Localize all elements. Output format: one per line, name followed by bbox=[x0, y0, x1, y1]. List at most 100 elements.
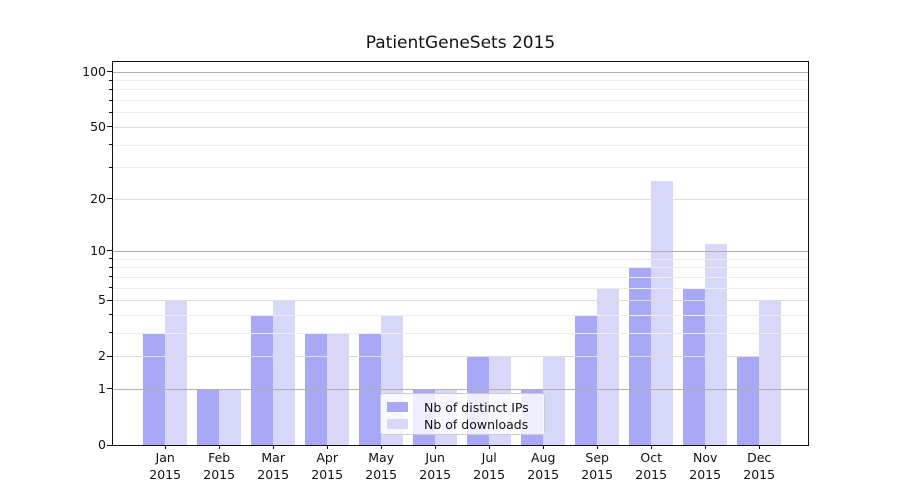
y-tick-label: 20 bbox=[90, 190, 106, 206]
x-tick-mark bbox=[434, 445, 436, 449]
x-tick-month: Oct bbox=[640, 450, 662, 465]
legend-label-distinct-ips: Nb of distinct IPs bbox=[424, 399, 529, 415]
x-tick-mark bbox=[758, 445, 760, 449]
x-tick-year: 2015 bbox=[419, 466, 452, 482]
y-tick-mark bbox=[107, 355, 112, 357]
x-tick-month: Jul bbox=[481, 450, 497, 465]
bar-nb-of-distinct-ips-may bbox=[359, 332, 382, 445]
legend-item-downloads: Nb of downloads bbox=[387, 416, 544, 432]
x-tick-year: 2015 bbox=[257, 466, 290, 482]
x-tick-label: May 2015 bbox=[350, 450, 412, 483]
bar-nb-of-downloads-dec bbox=[759, 300, 782, 445]
bar-nb-of-downloads-mar bbox=[273, 300, 296, 445]
x-tick-month: Jun bbox=[425, 450, 445, 465]
x-tick-year: 2015 bbox=[203, 466, 236, 482]
x-tick-month: May bbox=[368, 450, 395, 465]
bar-nb-of-downloads-jan bbox=[165, 300, 188, 445]
legend-item-distinct-ips: Nb of distinct IPs bbox=[387, 399, 544, 415]
y-minor-tick-mark bbox=[109, 166, 112, 168]
x-tick-label: Feb 2015 bbox=[188, 450, 250, 483]
x-tick-year: 2015 bbox=[473, 466, 506, 482]
legend-swatch-downloads bbox=[387, 419, 408, 429]
bar-nb-of-distinct-ips-mar bbox=[251, 314, 274, 445]
y-tick-mark bbox=[107, 250, 112, 252]
bar-nb-of-distinct-ips-sep bbox=[575, 314, 598, 445]
x-tick-label: Apr 2015 bbox=[296, 450, 358, 483]
x-tick-year: 2015 bbox=[689, 466, 722, 482]
bars-layer bbox=[113, 62, 808, 445]
x-tick-label: Jun 2015 bbox=[404, 450, 466, 483]
x-tick-month: Mar bbox=[261, 450, 285, 465]
y-tick-label: 50 bbox=[90, 118, 106, 134]
x-tick-label: Nov 2015 bbox=[674, 450, 736, 483]
x-tick-mark bbox=[272, 445, 274, 449]
bar-nb-of-distinct-ips-apr bbox=[305, 332, 328, 445]
y-minor-tick-mark bbox=[109, 314, 112, 316]
bar-nb-of-distinct-ips-jan bbox=[143, 332, 166, 445]
bar-nb-of-downloads-apr bbox=[327, 332, 350, 445]
y-tick-mark bbox=[107, 299, 112, 301]
bar-nb-of-distinct-ips-oct bbox=[629, 267, 652, 445]
y-minor-tick-mark bbox=[109, 88, 112, 90]
bar-nb-of-downloads-nov bbox=[705, 243, 728, 445]
y-tick-label: 1 bbox=[98, 380, 106, 396]
y-minor-tick-mark bbox=[109, 111, 112, 113]
x-tick-mark bbox=[596, 445, 598, 449]
plot-area: Nb of distinct IPs Nb of downloads bbox=[112, 61, 809, 446]
x-tick-month: Jan bbox=[155, 450, 175, 465]
x-tick-month: Nov bbox=[692, 450, 718, 465]
x-tick-year: 2015 bbox=[581, 466, 614, 482]
y-minor-tick-mark bbox=[109, 79, 112, 81]
x-tick-mark bbox=[704, 445, 706, 449]
x-tick-year: 2015 bbox=[743, 466, 776, 482]
x-tick-label: Sep 2015 bbox=[566, 450, 628, 483]
legend-swatch-distinct-ips bbox=[387, 402, 408, 412]
y-tick-label: 0 bbox=[98, 437, 106, 452]
x-tick-year: 2015 bbox=[635, 466, 668, 482]
x-tick-label: Oct 2015 bbox=[620, 450, 682, 483]
bar-nb-of-distinct-ips-feb bbox=[197, 388, 220, 445]
y-tick-label: 2 bbox=[98, 348, 106, 364]
x-tick-year: 2015 bbox=[365, 466, 398, 482]
x-tick-month: Apr bbox=[316, 450, 338, 465]
y-tick-label: 5 bbox=[98, 292, 106, 307]
y-minor-tick-mark bbox=[109, 99, 112, 101]
y-minor-tick-mark bbox=[109, 258, 112, 260]
y-tick-mark bbox=[107, 444, 112, 446]
x-tick-month: Dec bbox=[747, 450, 772, 465]
x-tick-mark bbox=[488, 445, 490, 449]
x-tick-label: Dec 2015 bbox=[728, 450, 790, 483]
x-tick-mark bbox=[164, 445, 166, 449]
y-tick-mark bbox=[107, 388, 112, 390]
bar-nb-of-downloads-aug bbox=[543, 356, 566, 445]
bar-nb-of-distinct-ips-dec bbox=[737, 356, 760, 445]
legend: Nb of distinct IPs Nb of downloads bbox=[380, 393, 545, 435]
x-tick-month: Aug bbox=[530, 450, 556, 465]
x-tick-mark bbox=[380, 445, 382, 449]
y-tick-mark bbox=[107, 71, 112, 72]
x-tick-mark bbox=[218, 445, 220, 449]
x-tick-label: Jan 2015 bbox=[134, 450, 196, 483]
bar-nb-of-downloads-sep bbox=[597, 287, 620, 445]
y-minor-tick-mark bbox=[109, 276, 112, 278]
y-tick-mark bbox=[107, 126, 112, 128]
bar-nb-of-downloads-feb bbox=[219, 388, 242, 445]
x-tick-mark bbox=[326, 445, 328, 449]
legend-label-downloads: Nb of downloads bbox=[424, 416, 529, 432]
bar-nb-of-downloads-oct bbox=[651, 181, 674, 445]
y-minor-tick-mark bbox=[109, 287, 112, 288]
y-minor-tick-mark bbox=[109, 266, 112, 268]
x-tick-month: Sep bbox=[585, 450, 609, 465]
x-tick-year: 2015 bbox=[149, 466, 182, 482]
y-minor-tick-mark bbox=[109, 332, 112, 334]
x-tick-mark bbox=[542, 445, 544, 449]
y-tick-label: 100 bbox=[82, 63, 106, 79]
x-tick-label: Aug 2015 bbox=[512, 450, 574, 483]
x-tick-year: 2015 bbox=[311, 466, 344, 482]
bar-nb-of-distinct-ips-nov bbox=[683, 287, 706, 445]
y-tick-label: 10 bbox=[90, 242, 106, 258]
chart-title: PatientGeneSets 2015 bbox=[365, 33, 556, 53]
x-tick-label: Mar 2015 bbox=[242, 450, 304, 483]
x-tick-mark bbox=[650, 445, 652, 449]
